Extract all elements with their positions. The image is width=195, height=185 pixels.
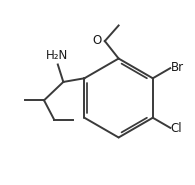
Text: H₂N: H₂N <box>46 49 68 62</box>
Text: Br: Br <box>171 61 184 74</box>
Text: Cl: Cl <box>171 122 182 135</box>
Text: O: O <box>93 34 102 47</box>
